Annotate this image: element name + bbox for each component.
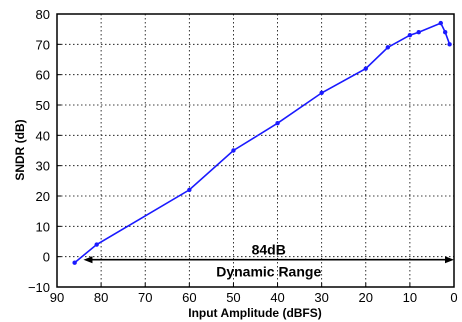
y-tick-label: 50 xyxy=(36,98,50,113)
series-line xyxy=(74,22,451,264)
y-tick-label: 10 xyxy=(36,219,50,234)
y-axis-ticks: 80 70 60 50 40 30 20 10 0 −10 xyxy=(28,7,61,295)
arrow-head-right xyxy=(445,256,454,264)
x-tick-label: 70 xyxy=(138,290,152,305)
x-axis-ticks: 90 80 70 60 50 40 30 20 10 0 xyxy=(50,283,458,305)
y-tick-label: 30 xyxy=(36,159,50,174)
y-tick-label: −10 xyxy=(28,280,50,295)
data-point xyxy=(187,187,192,193)
series-group xyxy=(72,20,452,265)
data-point xyxy=(319,90,324,96)
data-point xyxy=(447,42,452,47)
x-tick-label: 0 xyxy=(450,290,457,305)
data-point xyxy=(72,260,77,265)
y-axis-label: SNDR (dB) xyxy=(13,119,27,180)
x-tick-label: 90 xyxy=(50,290,64,305)
y-tick-label: 20 xyxy=(36,189,50,204)
data-point xyxy=(363,66,368,71)
data-point xyxy=(275,121,280,126)
data-point xyxy=(385,45,391,50)
data-point xyxy=(438,20,443,26)
dynamic-range-annotation: 84dB Dynamic Range xyxy=(83,242,454,280)
y-tick-label: 40 xyxy=(36,128,50,143)
y-tick-label: 60 xyxy=(36,68,50,83)
dynamic-range-value: 84dB xyxy=(252,242,286,258)
x-axis-label: Input Amplitude (dBFS) xyxy=(188,306,322,320)
x-tick-label: 30 xyxy=(314,290,328,305)
x-tick-label: 40 xyxy=(270,290,284,305)
arrow-head-left xyxy=(83,256,93,264)
plot-frame xyxy=(56,13,455,288)
x-tick-label: 50 xyxy=(226,290,240,305)
y-tick-label: 80 xyxy=(36,7,50,22)
x-tick-label: 80 xyxy=(94,290,108,305)
x-tick-label: 20 xyxy=(359,290,373,305)
data-point xyxy=(407,33,413,38)
data-point xyxy=(231,148,236,153)
x-tick-label: 10 xyxy=(403,290,417,305)
y-tick-label: 0 xyxy=(43,250,50,265)
x-tick-label: 60 xyxy=(182,290,196,305)
data-point xyxy=(416,30,421,35)
y-tick-label: 70 xyxy=(36,37,50,52)
data-point xyxy=(442,30,448,35)
dynamic-range-label: Dynamic Range xyxy=(216,264,321,280)
data-point xyxy=(94,242,99,247)
